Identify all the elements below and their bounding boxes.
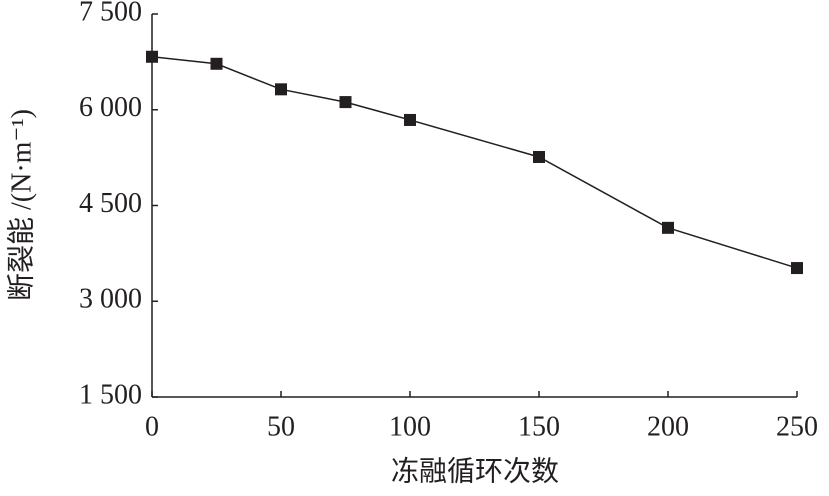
x-tick-label: 250: [776, 411, 818, 442]
x-tick-label: 100: [389, 411, 431, 442]
x-tick-label: 0: [145, 411, 159, 442]
x-tick-label: 50: [267, 411, 295, 442]
y-tick-label: 1 500: [79, 379, 142, 410]
x-tick-label: 150: [518, 411, 560, 442]
x-axis-label: 冻融循环次数: [391, 455, 559, 487]
data-point: [210, 57, 223, 70]
y-tick-label: 7 500: [79, 0, 142, 27]
data-point: [339, 96, 352, 109]
y-axis-label: 断裂能 /(N·m⁻¹): [5, 109, 37, 301]
data-point: [275, 83, 287, 96]
data-point: [791, 262, 803, 275]
data-point: [146, 50, 158, 63]
data-point: [404, 113, 416, 126]
data-line: [151, 56, 798, 269]
data-point: [533, 150, 545, 163]
y-tick-label: 4 500: [79, 188, 142, 219]
data-point: [662, 221, 674, 234]
x-tick-label: 200: [647, 411, 689, 442]
y-tick-label: 6 000: [79, 92, 142, 123]
y-tick-label: 3 000: [79, 284, 142, 315]
